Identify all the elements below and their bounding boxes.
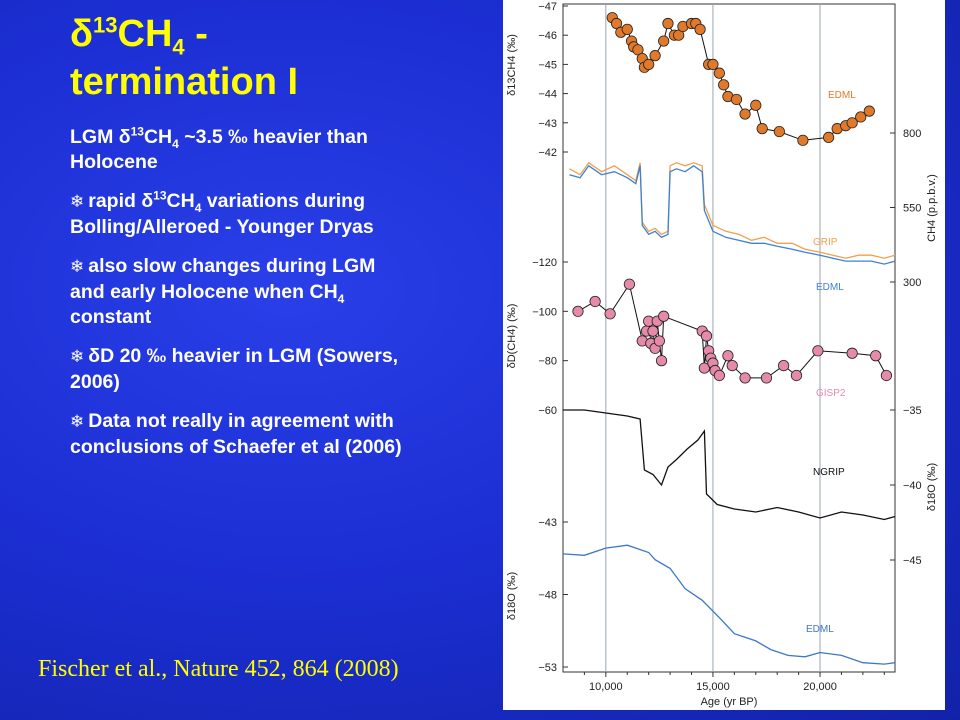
data-point [778, 359, 790, 372]
data-point [790, 369, 803, 382]
y-tick-label: −46 [538, 30, 557, 42]
slide-title: δ13CH4 - termination I [70, 10, 490, 106]
data-point [756, 123, 768, 135]
data-point [649, 50, 661, 62]
data-point [643, 58, 655, 71]
data-point [750, 99, 762, 111]
data-point [880, 369, 893, 382]
data-point [658, 310, 670, 322]
series-label: GRIP [813, 237, 838, 248]
bullet-5: ❄ Data not really in agreement with concl… [70, 410, 402, 458]
plot-frame [562, 3, 896, 673]
bullet-2: ❄ rapid δ13CH4 variations during Bolling/… [70, 188, 374, 239]
data-point [572, 305, 584, 317]
data-point [739, 372, 751, 384]
data-point [707, 58, 719, 71]
data-point [822, 131, 835, 143]
data-point [647, 325, 659, 337]
series-line [569, 161, 896, 259]
y-tick-label: −53 [538, 662, 557, 674]
title-line-1: δ13CH4 - [70, 12, 208, 60]
series-label: EDML [828, 90, 856, 101]
data-point [662, 17, 674, 30]
y-tick-label: −42 [538, 147, 557, 159]
y-tick-label: 800 [903, 128, 921, 140]
data-point [797, 134, 809, 146]
series-label: EDML [806, 624, 834, 635]
y-tick-label: −40 [903, 480, 922, 492]
series-line [611, 17, 870, 141]
data-point [713, 67, 725, 79]
data-point [726, 359, 738, 372]
y-axis-title: CH4 (p.p.b.v.) [926, 174, 938, 242]
title-line-2: termination I [70, 61, 299, 103]
data-point [655, 355, 668, 367]
y-axis-title: δ18O (‰) [926, 463, 938, 511]
y-tick-label: −35 [903, 405, 922, 417]
bullet-3: ❄ also slow changes during LGM and early … [70, 255, 376, 328]
y-tick-label: −43 [538, 118, 557, 130]
stacked-chart: 10,000 15,000 20,000 Age (yr BP) −47 −46 −45 −4… [506, 1, 938, 708]
y-tick-label: −44 [538, 89, 557, 101]
data-point [846, 117, 858, 129]
data-point [870, 350, 882, 362]
x-axis-label: Age (yr BP) [701, 696, 758, 708]
data-point [653, 335, 665, 347]
data-point [718, 79, 730, 91]
y-tick-label: 550 [903, 203, 921, 215]
y-tick-label: −45 [903, 555, 922, 567]
y-tick-label: −47 [538, 1, 557, 13]
y-tick-label: −60 [538, 405, 557, 417]
data-point [694, 23, 706, 35]
series-line [562, 544, 896, 665]
y-tick-label: −48 [538, 590, 557, 602]
data-point [739, 108, 751, 120]
snowflake-icon: ❄ [70, 347, 85, 367]
snowflake-icon: ❄ [70, 192, 85, 212]
y-tick-label: 300 [903, 277, 921, 289]
data-point [621, 23, 633, 35]
data-point [855, 111, 867, 123]
data-point [846, 347, 858, 359]
y-tick-label: −80 [538, 356, 557, 368]
data-point [604, 308, 616, 320]
figure-panel: 10,000 15,000 20,000 Age (yr BP) −47 −46 −45 −4… [503, 0, 945, 710]
citation: Fischer et al., Nature 452, 864 (2008) [38, 656, 399, 682]
data-point [863, 105, 875, 117]
series-label: EDML [816, 282, 844, 293]
bullet-4: ❄ δD 20 ‰ heavier in LGM (Sowers, 2006) [70, 345, 399, 393]
x-tick-label: 20,000 [803, 681, 837, 693]
data-point [760, 372, 773, 384]
data-point [773, 125, 785, 138]
data-point [812, 345, 824, 357]
y-tick-label: −45 [538, 59, 557, 71]
data-point [722, 350, 734, 362]
bullet-list: LGM δ13CH4 ~3.5 ‰ heavier than Holocene … [70, 125, 415, 474]
x-tick-label: 10,000 [589, 681, 623, 693]
data-point [730, 93, 743, 106]
data-point [698, 362, 710, 374]
series-label: GISP2 [816, 388, 846, 399]
y-tick-label: −43 [538, 517, 557, 529]
data-point [623, 278, 636, 290]
data-point [700, 330, 713, 342]
series-line [569, 164, 896, 265]
snowflake-icon: ❄ [70, 412, 85, 432]
data-point [658, 35, 670, 47]
series-label: NGRIP [813, 467, 845, 478]
data-point [713, 369, 725, 382]
y-axis-title: δ13CH4 (‰) [506, 34, 518, 96]
y-axis-title: δ18O (‰) [506, 572, 518, 620]
snowflake-icon: ❄ [70, 257, 85, 277]
y-tick-label: −120 [532, 257, 557, 269]
y-axis-title: δD(CH4) (‰) [506, 304, 518, 369]
bullet-1: LGM δ13CH4 ~3.5 ‰ heavier than Holocene [70, 124, 368, 174]
x-tick-label: 15,000 [696, 681, 730, 693]
data-point [589, 295, 601, 308]
series-line [563, 409, 896, 521]
y-tick-label: −100 [532, 306, 557, 318]
